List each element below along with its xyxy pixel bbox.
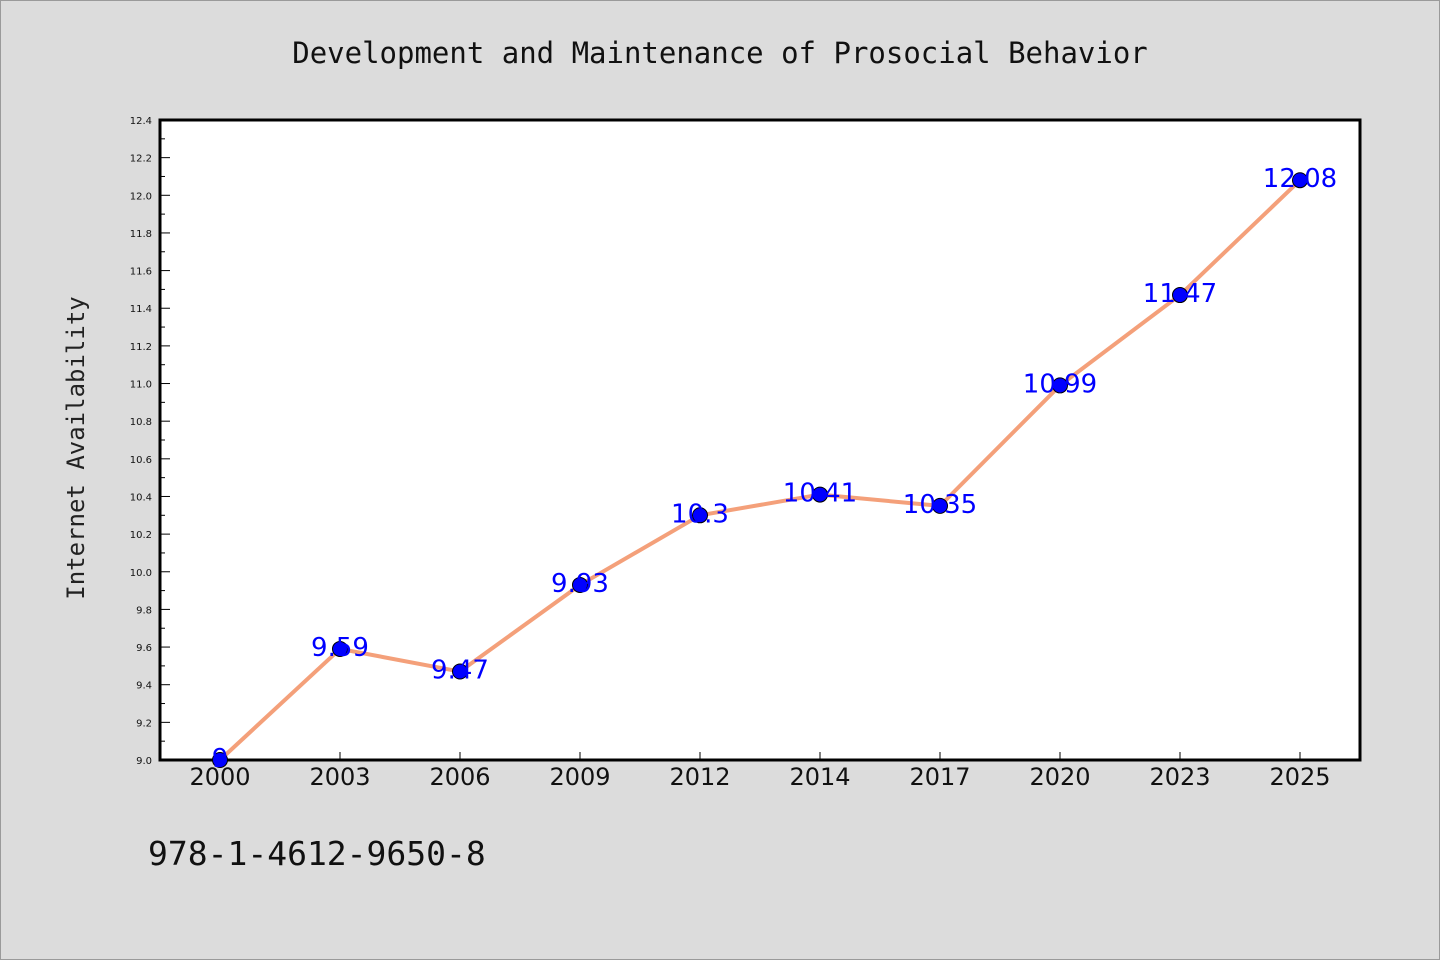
series-layer: 9 9.59 9.47 9.93 10.3 10.41 10.35 10.99 11.47 12.…	[212, 164, 1337, 774]
y-tick-label: 10.6	[130, 455, 152, 466]
plot-area	[158, 118, 1362, 762]
isbn-text: 978-1-4612-9650-8	[148, 834, 486, 873]
y-tick-label: 10.4	[130, 492, 152, 503]
y-tick-label: 9.8	[136, 605, 152, 616]
y-tick-label: 12.2	[130, 154, 152, 165]
x-tick-label: 2009	[549, 763, 610, 791]
data-label: 9	[212, 744, 229, 774]
y-tick-label: 12.0	[130, 191, 152, 202]
y-tick-label: 10.8	[130, 417, 152, 428]
x-tick-label: 2020	[1029, 763, 1090, 791]
data-point	[572, 576, 588, 593]
data-label: 10.99	[1023, 369, 1097, 399]
data-label: 9.47	[431, 656, 489, 686]
x-tick-label: 2012	[669, 763, 730, 791]
y-tick-label: 9.0	[136, 756, 152, 767]
data-point	[332, 640, 348, 657]
data-point	[1052, 377, 1068, 394]
y-tick-label: 9.2	[136, 718, 152, 729]
y-tick-label: 12.4	[130, 116, 152, 127]
y-tick-label: 11.2	[130, 342, 152, 353]
series-line	[218, 178, 1302, 762]
y-tick-label: 10.2	[130, 530, 152, 541]
y-tick-label: 11.8	[130, 229, 152, 240]
data-label: 10.41	[783, 479, 857, 509]
data-point	[1172, 287, 1188, 304]
data-point	[692, 507, 708, 524]
y-tick-label: 10.0	[130, 568, 152, 579]
data-point	[452, 663, 468, 680]
y-axis-ticks: 9.0 9.2 9.4 9.6 9.8 10.0 10.2 10.4 10.6 10.8 11.0 1…	[130, 116, 170, 767]
y-axis-label: Internet Availability	[62, 296, 90, 599]
x-axis-ticks: 2000 2003 2006 2009 2012 2014 2017 2020 2023 2025	[189, 752, 1331, 791]
x-tick-label: 2003	[309, 763, 370, 791]
y-tick-label: 9.4	[136, 681, 152, 692]
data-label: 9.93	[551, 569, 609, 599]
y-tick-label: 11.0	[130, 380, 152, 391]
y-tick-label: 11.4	[130, 304, 152, 315]
x-tick-label: 2025	[1269, 763, 1330, 791]
x-tick-label: 2006	[429, 763, 490, 791]
chart-title: Development and Maintenance of Prosocial…	[292, 36, 1148, 70]
data-point	[812, 486, 828, 503]
x-tick-label: 2017	[909, 763, 970, 791]
y-tick-label: 9.6	[136, 643, 152, 654]
data-point	[1292, 172, 1308, 189]
y-tick-label: 11.6	[130, 267, 152, 278]
data-point	[932, 497, 948, 514]
data-label: 12.08	[1263, 164, 1337, 194]
data-label: 10.3	[671, 499, 729, 529]
x-tick-label: 2023	[1149, 763, 1210, 791]
data-point	[212, 752, 228, 768]
x-tick-label: 2014	[789, 763, 850, 791]
data-label: 9.59	[311, 633, 369, 663]
data-label: 11.47	[1143, 279, 1217, 309]
data-label: 10.35	[903, 490, 977, 520]
